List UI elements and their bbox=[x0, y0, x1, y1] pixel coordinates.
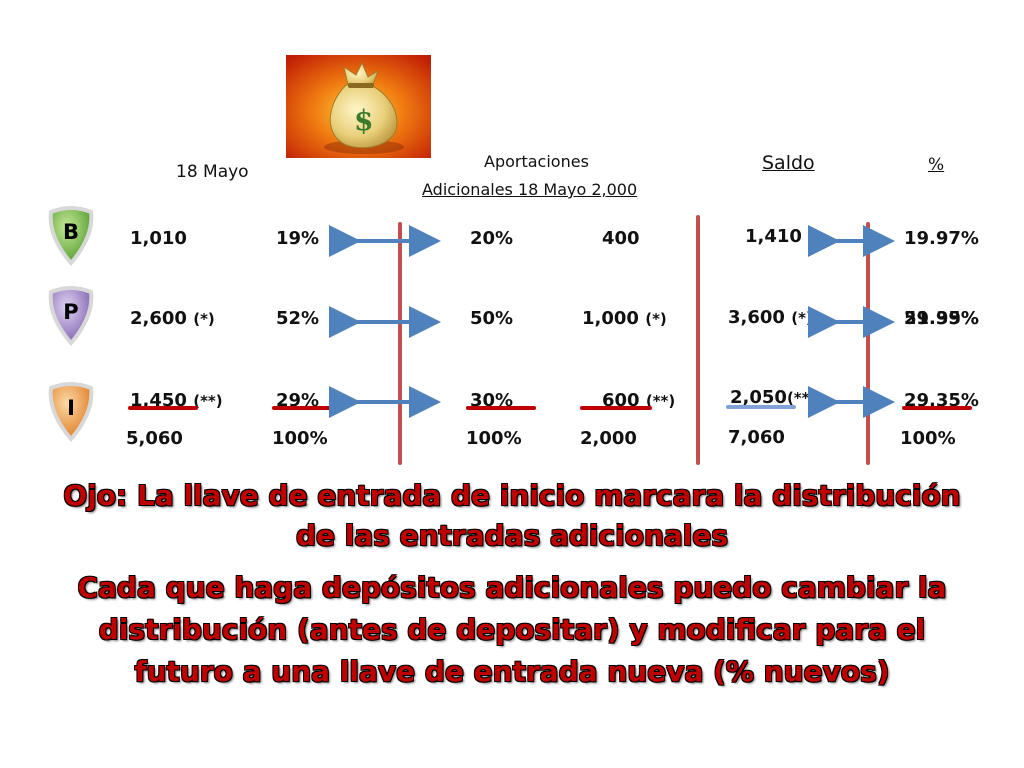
total-initial: 5,060 bbox=[126, 428, 183, 449]
row-i-initial: 1,450 (**) bbox=[130, 390, 223, 411]
note-ojo-line2: de las entradas adicionales bbox=[295, 519, 729, 552]
row-b-added: 400 bbox=[602, 228, 640, 249]
underline-initial-i bbox=[128, 406, 198, 410]
underline-saldo-i bbox=[726, 405, 796, 409]
header-percent: % bbox=[928, 155, 945, 175]
header-saldo: Saldo bbox=[762, 152, 815, 174]
divider-2 bbox=[696, 215, 700, 465]
note-cada-line2: distribución (antes de depositar) y modi… bbox=[98, 613, 926, 646]
row-i-pct1: 29% bbox=[276, 390, 320, 411]
svg-text:$: $ bbox=[354, 104, 373, 137]
row-p-saldo: 3,600 (*) bbox=[728, 307, 813, 328]
note-cada-line3: futuro a una llave de entrada nueva (% n… bbox=[134, 655, 890, 688]
badge-p-label: P bbox=[63, 300, 79, 324]
row-i-pct2: 30% bbox=[470, 390, 514, 411]
row-p-added: 1,000 (*) bbox=[582, 308, 667, 329]
row-p-pct2: 50% bbox=[470, 308, 514, 329]
money-bag-image: $ bbox=[286, 55, 431, 158]
row-b-pct2: 20% bbox=[470, 228, 514, 249]
note-cada-line1: Cada que haga depósitos adicionales pued… bbox=[77, 571, 947, 604]
badge-i: I bbox=[46, 382, 96, 443]
header-18-mayo: 18 Mayo bbox=[176, 162, 249, 182]
row-p-final-pct-value: 51.99% bbox=[904, 308, 979, 329]
badge-b-label: B bbox=[62, 220, 79, 244]
row-b-pct1: 19% bbox=[276, 228, 320, 249]
total-saldo: 7,060 bbox=[728, 427, 785, 448]
badge-b: B bbox=[46, 206, 96, 267]
underline-final-i bbox=[902, 406, 972, 410]
note-ojo-line1: Ojo: La llave de entrada de inicio marca… bbox=[63, 479, 961, 512]
badge-i-label: I bbox=[67, 396, 75, 420]
total-pct2: 100% bbox=[466, 428, 522, 449]
divider-1 bbox=[398, 222, 402, 465]
row-b-final-pct: 19.97% bbox=[904, 228, 979, 249]
row-b-initial: 1,010 bbox=[130, 228, 187, 249]
underline-pct1-i bbox=[272, 406, 344, 410]
badge-p: P bbox=[46, 286, 96, 347]
row-p-final-pct: 29.35% bbox=[904, 308, 979, 329]
underline-pct2-i bbox=[466, 406, 536, 410]
row-p-pct1: 52% bbox=[276, 308, 320, 329]
row-i-final-pct: 29.35% bbox=[904, 390, 979, 411]
underline-added-i bbox=[580, 406, 652, 410]
row-i-added: 600 (**) bbox=[602, 390, 676, 411]
divider-3 bbox=[866, 222, 870, 465]
total-added: 2,000 bbox=[580, 428, 637, 449]
row-b-saldo: 1,410 bbox=[745, 226, 802, 247]
header-aportaciones-line1: Aportaciones bbox=[484, 152, 589, 171]
header-aportaciones-line2: Adicionales 18 Mayo 2,000 bbox=[422, 180, 638, 199]
total-pct1: 100% bbox=[272, 428, 328, 449]
total-final-pct: 100% bbox=[900, 428, 956, 449]
row-p-initial: 2,600 (*) bbox=[130, 308, 215, 329]
